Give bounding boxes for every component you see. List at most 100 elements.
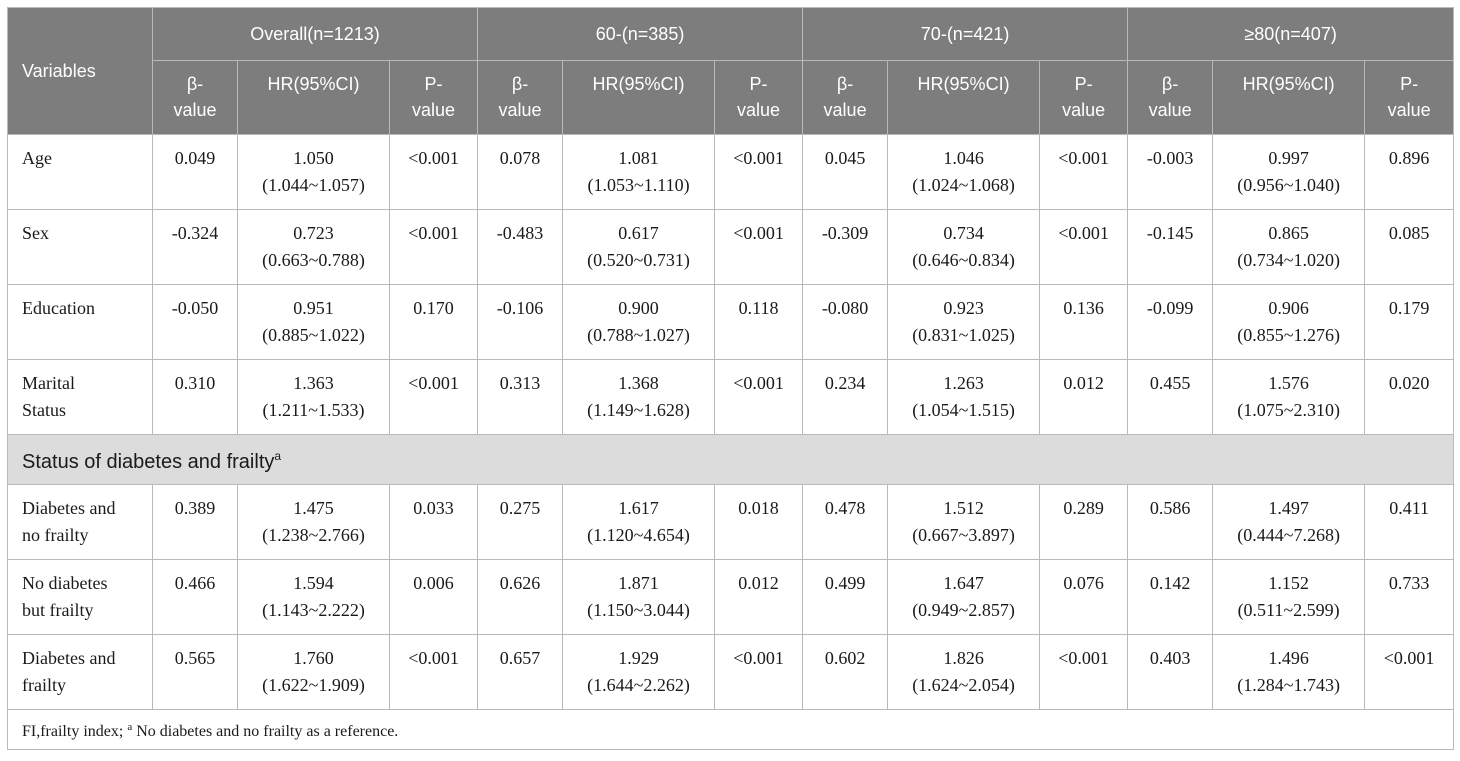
hr-value: 1.512 — [943, 498, 984, 518]
p-value-header: P-value — [1039, 60, 1129, 135]
table-row: No diabetes but frailty 0.466 1.594 (1.143~2… — [7, 559, 1455, 635]
p-value-cell: 0.012 — [714, 559, 804, 635]
p-value-cell: 0.179 — [1364, 284, 1455, 360]
ci-range: (1.075~2.310) — [1237, 400, 1340, 420]
ci-range: (1.024~1.068) — [912, 175, 1015, 195]
beta-header-line: value — [173, 100, 217, 120]
hr-value: 1.050 — [293, 148, 334, 168]
ci-range: (1.044~1.057) — [262, 175, 365, 195]
hr-ci-cell: 0.923 (0.831~1.025) — [887, 284, 1041, 360]
hr-ci-cell: 1.512 (0.667~3.897) — [887, 484, 1041, 560]
table-row: Education -0.050 0.951 (0.885~1.022) 0.170 -0… — [7, 284, 1455, 360]
variables-header: Variables — [7, 7, 153, 135]
hr-ci-cell: 1.368 (1.149~1.628) — [562, 359, 716, 435]
p-value-cell: 0.076 — [1039, 559, 1129, 635]
p-header-line: value — [737, 100, 781, 120]
p-value-cell: <0.001 — [1039, 134, 1129, 210]
beta-value-cell: -0.106 — [477, 284, 564, 360]
hr-ci-cell: 1.152 (0.511~2.599) — [1212, 559, 1366, 635]
hr-value: 0.951 — [293, 298, 334, 318]
p-value-cell: 0.033 — [388, 484, 479, 560]
variable-name: Education — [7, 284, 153, 360]
ci-range: (0.444~7.268) — [1237, 525, 1340, 545]
ci-range: (0.734~1.020) — [1237, 250, 1340, 270]
p-value-header: P-value — [388, 60, 479, 135]
beta-value-cell: -0.309 — [802, 209, 889, 285]
ci-range: (1.120~4.654) — [587, 525, 690, 545]
variable-name-line: Sex — [22, 223, 49, 243]
p-header-line: P- — [1400, 74, 1419, 94]
beta-value-cell: 0.313 — [477, 359, 564, 435]
ci-range: (0.788~1.027) — [587, 325, 690, 345]
section-footnote-marker: a — [274, 449, 282, 463]
group-header-70: 70-(n=421) — [802, 7, 1129, 61]
section-title: Status of diabetes and frailtya — [6, 434, 1455, 485]
table-row: Diabetes and frailty 0.565 1.760 (1.622~1.90… — [7, 634, 1455, 710]
p-value-cell: 0.411 — [1364, 484, 1455, 560]
beta-value-cell: -0.324 — [152, 209, 238, 285]
section-title-text: Status of diabetes and frailty — [22, 451, 275, 473]
p-value-cell: <0.001 — [714, 209, 804, 285]
variable-name-line: Diabetes and — [22, 648, 116, 668]
p-value-cell: 0.006 — [388, 559, 479, 635]
hr-value: 0.997 — [1268, 148, 1309, 168]
variable-name-line: Diabetes and — [22, 498, 116, 518]
footnote-row: FI,frailty index; a No diabetes and no f… — [6, 709, 1455, 750]
subheader-row: β-value HR(95%CI) P-value β-value HR(95%CI) P… — [8, 60, 1455, 135]
beta-header-line: β- — [511, 74, 529, 94]
beta-value-cell: -0.099 — [1127, 284, 1214, 360]
beta-value-cell: 0.310 — [152, 359, 238, 435]
beta-value-header: β-value — [152, 60, 238, 135]
hr-ci-cell: 1.496 (1.284~1.743) — [1212, 634, 1366, 710]
p-value-cell: 0.896 — [1364, 134, 1455, 210]
hazard-ratio-table: Variables Overall(n=1213) 60-(n=385) 70-… — [6, 7, 1455, 750]
hr-ci-cell: 1.576 (1.075~2.310) — [1212, 359, 1366, 435]
hr-ci-cell: 1.929 (1.644~2.262) — [562, 634, 716, 710]
table-row: Diabetes and no frailty 0.389 1.475 (1.238~2… — [7, 484, 1455, 560]
p-value-header: P-value — [714, 60, 804, 135]
hr-ci-cell: 0.723 (0.663~0.788) — [237, 209, 390, 285]
p-value-cell: 0.020 — [1364, 359, 1455, 435]
hr-value: 1.152 — [1268, 573, 1309, 593]
hr-value: 1.263 — [943, 373, 984, 393]
variable-name-line: Status — [22, 400, 67, 420]
p-value-cell: 0.012 — [1039, 359, 1129, 435]
table-row: Sex -0.324 0.723 (0.663~0.788) <0.001 -0.483 0… — [7, 209, 1455, 285]
hr-ci-cell: 0.865 (0.734~1.020) — [1212, 209, 1366, 285]
p-value-cell: <0.001 — [388, 134, 479, 210]
p-header-line: value — [1387, 100, 1431, 120]
hr-ci-cell: 1.647 (0.949~2.857) — [887, 559, 1041, 635]
group-header-80: ≥80(n=407) — [1127, 7, 1455, 61]
p-value-cell: <0.001 — [388, 209, 479, 285]
p-value-cell: 0.085 — [1364, 209, 1455, 285]
p-header-line: value — [412, 100, 456, 120]
hr-value: 1.475 — [293, 498, 334, 518]
hr-value: 1.617 — [618, 498, 659, 518]
hr-value: 1.363 — [293, 373, 334, 393]
table-row: Marital Status 0.310 1.363 (1.211~1.533) <0.0… — [7, 359, 1455, 435]
table-body: Age 0.049 1.050 (1.044~1.057) <0.001 0.078 1.0… — [6, 134, 1455, 750]
beta-value-cell: 0.657 — [477, 634, 564, 710]
p-value-cell: <0.001 — [714, 634, 804, 710]
hr-value: 1.368 — [618, 373, 659, 393]
hr-ci-header: HR(95%CI) — [1212, 60, 1366, 135]
beta-header-line: β- — [1161, 74, 1179, 94]
ci-range: (0.956~1.040) — [1237, 175, 1340, 195]
hr-value: 1.594 — [293, 573, 334, 593]
p-header-line: P- — [424, 74, 443, 94]
hr-value: 1.871 — [618, 573, 659, 593]
variable-name-line: but frailty — [22, 600, 94, 620]
beta-value-cell: 0.602 — [802, 634, 889, 710]
hr-value: 0.617 — [618, 223, 659, 243]
p-value-cell: <0.001 — [1364, 634, 1455, 710]
beta-value-cell: -0.050 — [152, 284, 238, 360]
beta-value-cell: 0.045 — [802, 134, 889, 210]
table-header: Variables Overall(n=1213) 60-(n=385) 70-… — [7, 7, 1455, 135]
hr-ci-cell: 0.951 (0.885~1.022) — [237, 284, 390, 360]
p-value-header: P-value — [1364, 60, 1455, 135]
variable-name-line: no frailty — [22, 525, 89, 545]
ci-range: (0.511~2.599) — [1237, 600, 1340, 620]
ci-range: (0.663~0.788) — [262, 250, 365, 270]
hr-ci-cell: 0.734 (0.646~0.834) — [887, 209, 1041, 285]
hr-ci-cell: 1.760 (1.622~1.909) — [237, 634, 390, 710]
